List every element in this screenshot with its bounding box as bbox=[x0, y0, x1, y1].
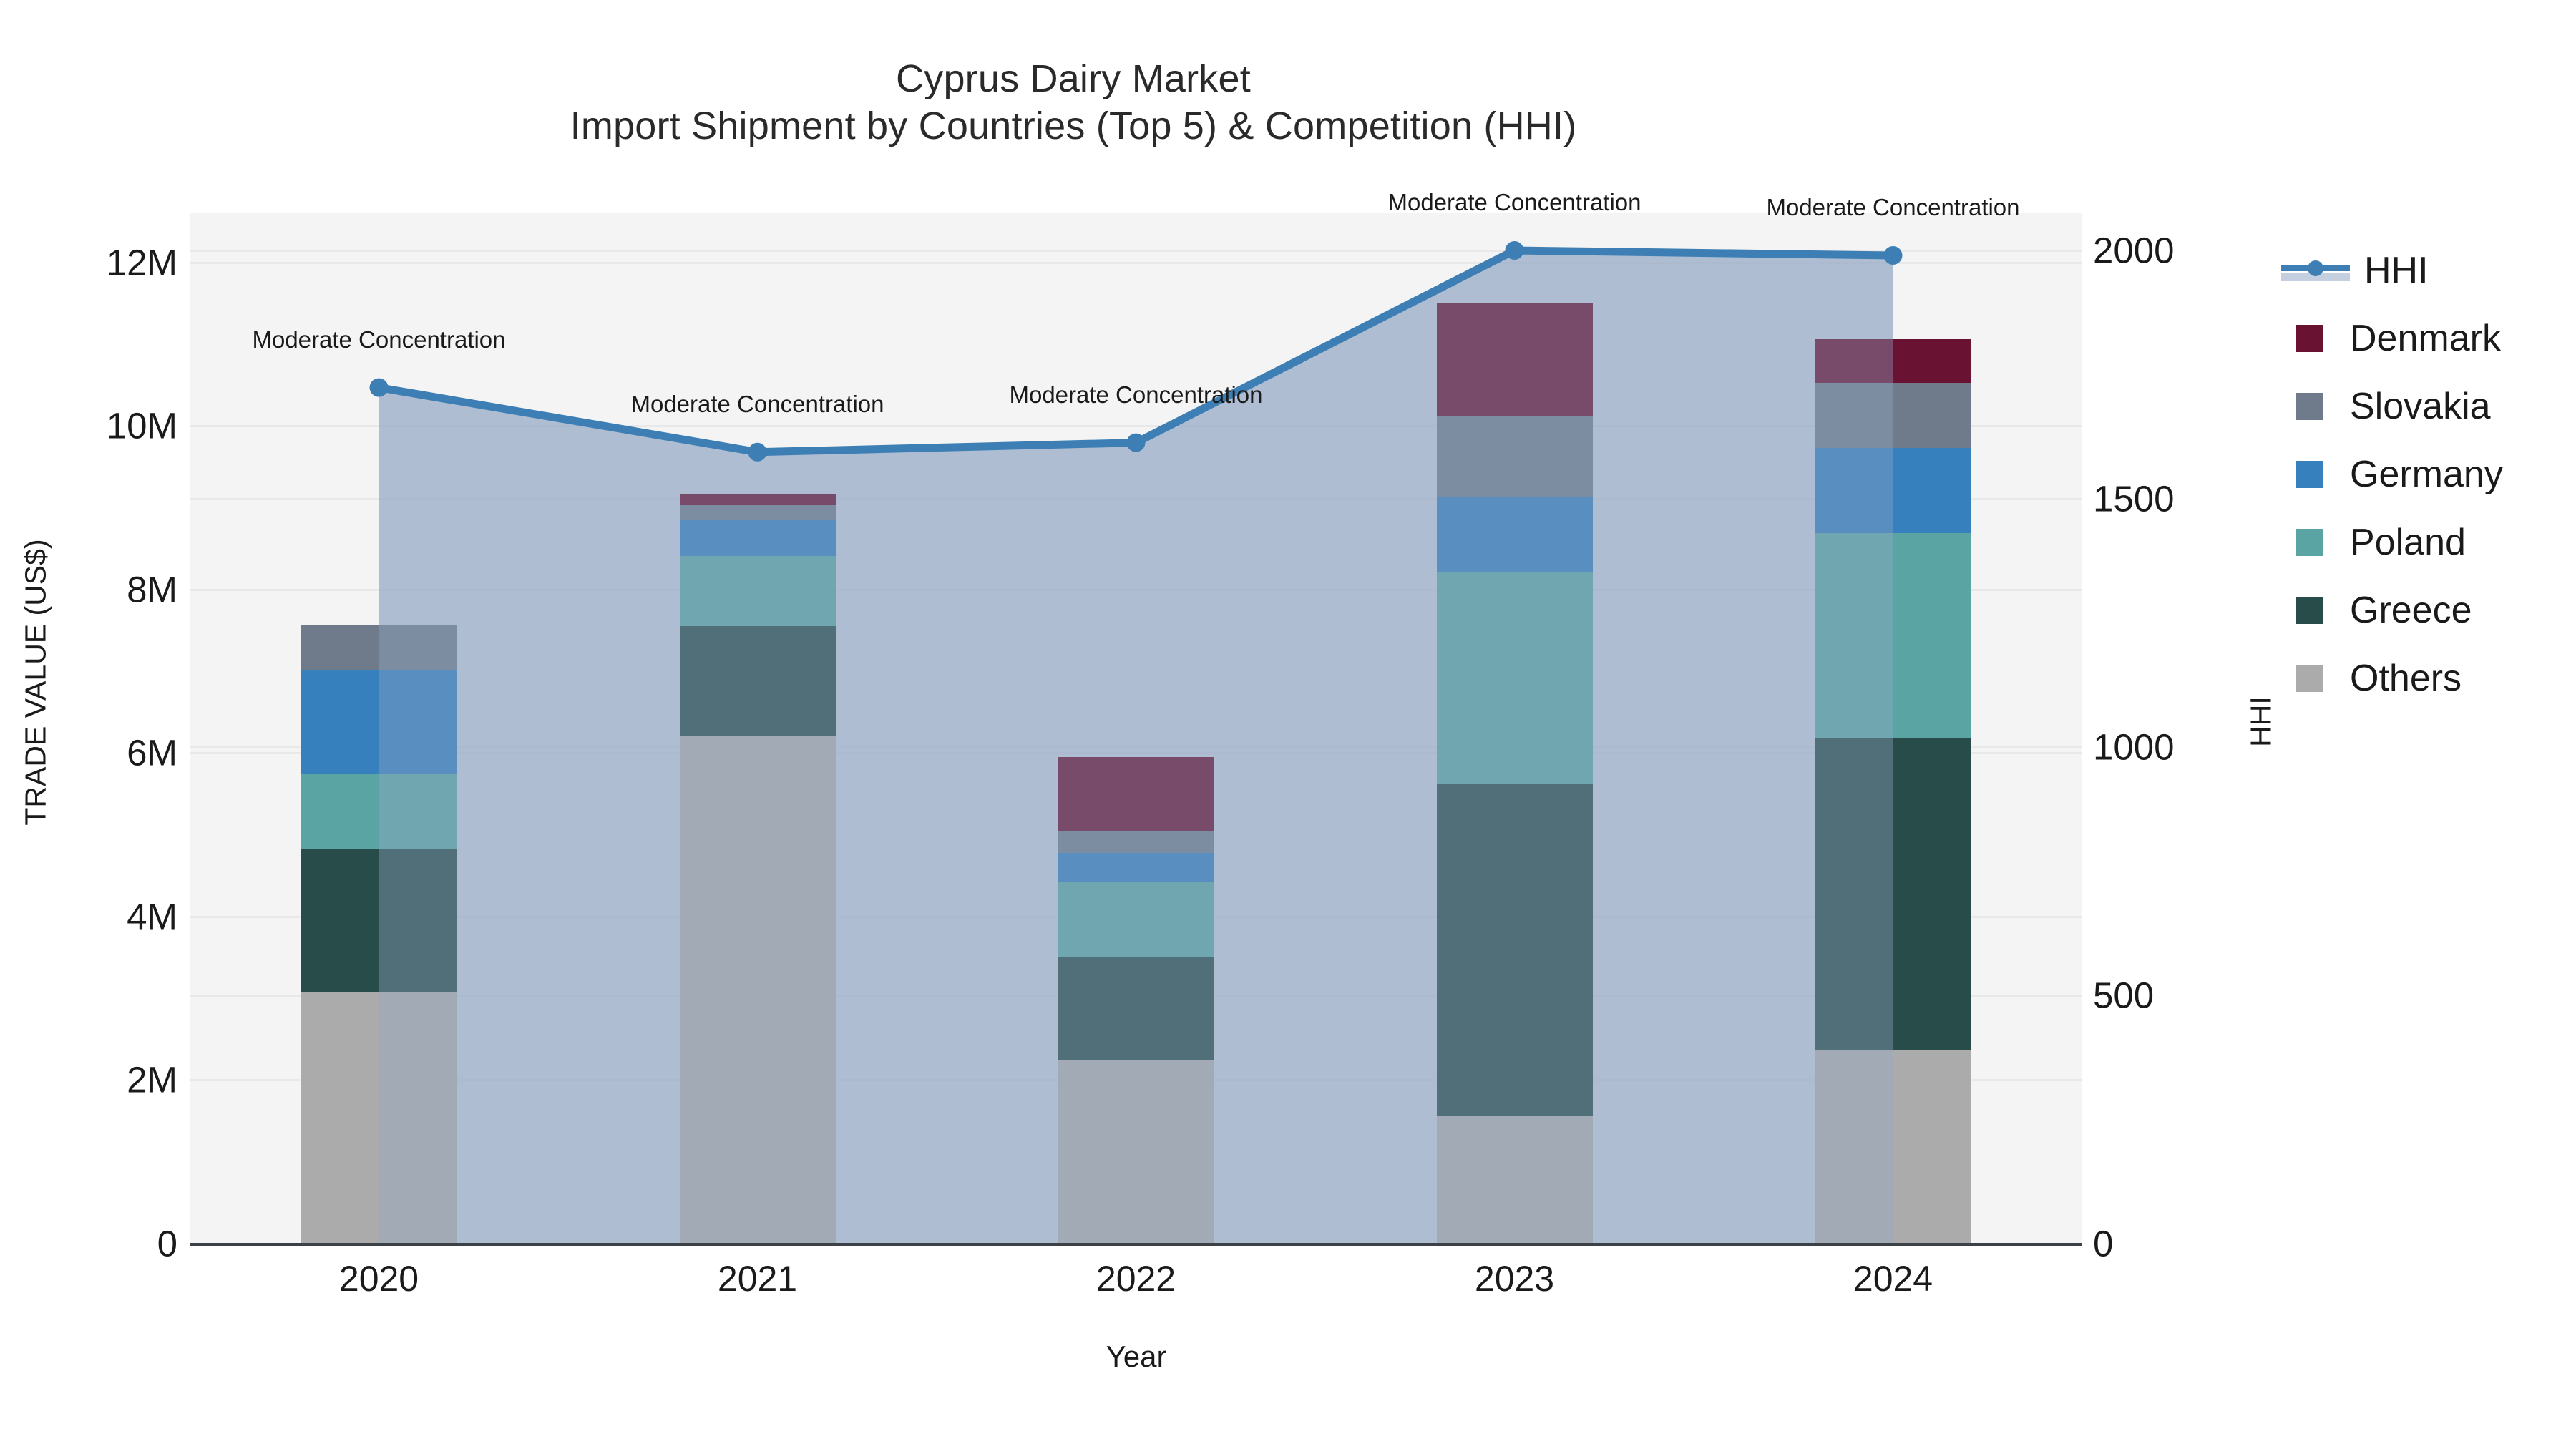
y-tick-right-1500: 1500 bbox=[2093, 478, 2175, 519]
bar-segment-2022-germany[interactable] bbox=[1058, 853, 1214, 882]
x-tick-2022: 2022 bbox=[1096, 1259, 1176, 1299]
hhi-area-overlay bbox=[369, 241, 1903, 1244]
bar-segment-2024-germany[interactable] bbox=[1815, 448, 1971, 534]
bar-segment-2020-others[interactable] bbox=[301, 992, 457, 1244]
legend-label-denmark: Denmark bbox=[2350, 317, 2501, 359]
y-tick-right-1000: 1000 bbox=[2093, 726, 2175, 768]
bar-segment-2020-greece[interactable] bbox=[301, 849, 457, 992]
legend-label-slovakia: Slovakia bbox=[2350, 385, 2491, 427]
gridline-left-6 bbox=[190, 261, 2082, 264]
chart-title-line-1: Cyprus Dairy Market bbox=[896, 57, 1251, 100]
bar-segment-2024-denmark[interactable] bbox=[1815, 339, 1971, 383]
bar-segment-2024-slovakia[interactable] bbox=[1815, 382, 1971, 448]
legend-swatch-germany bbox=[2296, 460, 2323, 488]
y-tick-left-2M: 2M bbox=[127, 1059, 177, 1101]
legend-label-poland: Poland bbox=[2350, 521, 2466, 563]
bar-segment-2024-poland[interactable] bbox=[1815, 533, 1971, 738]
x-axis-line bbox=[190, 1243, 2082, 1246]
bar-segment-2023-denmark[interactable] bbox=[1436, 303, 1593, 416]
y-tick-left-0: 0 bbox=[157, 1223, 177, 1264]
hhi-area-fill-overlay bbox=[379, 250, 1893, 1244]
y-tick-left-10M: 10M bbox=[106, 405, 177, 447]
bar-segment-2024-others[interactable] bbox=[1815, 1049, 1971, 1244]
bar-segment-2024-greece[interactable] bbox=[1815, 738, 1971, 1050]
hhi-marker-2020[interactable] bbox=[369, 378, 389, 397]
y-tick-right-2000: 2000 bbox=[2093, 230, 2175, 271]
bar-2024[interactable] bbox=[1815, 339, 1971, 1244]
legend-label-greece: Greece bbox=[2350, 589, 2472, 631]
hhi-marker-2021[interactable] bbox=[748, 442, 767, 462]
bar-segment-2021-others[interactable] bbox=[679, 735, 836, 1244]
bar-segment-2022-slovakia[interactable] bbox=[1058, 830, 1214, 854]
legend-item-hhi[interactable]: HHI bbox=[2281, 236, 2567, 304]
bar-segment-2021-slovakia[interactable] bbox=[679, 505, 836, 521]
hhi-annotation-2022: Moderate Concentration bbox=[1009, 381, 1263, 408]
hhi-marker-2024[interactable] bbox=[1883, 245, 1903, 265]
legend-line-icon bbox=[2281, 257, 2350, 284]
bar-segment-2021-greece[interactable] bbox=[679, 626, 836, 736]
hhi-marker-2022[interactable] bbox=[1126, 433, 1146, 452]
legend-swatch-greece bbox=[2296, 596, 2323, 624]
plot-inner bbox=[190, 213, 2082, 1244]
plot-area bbox=[190, 213, 2082, 1244]
x-tick-2023: 2023 bbox=[1474, 1259, 1555, 1299]
bar-segment-2023-slovakia[interactable] bbox=[1436, 415, 1593, 497]
bar-segment-2020-slovakia[interactable] bbox=[301, 624, 457, 670]
legend-item-others[interactable]: Others bbox=[2281, 644, 2567, 712]
bar-2021[interactable] bbox=[679, 494, 836, 1244]
bar-segment-2023-poland[interactable] bbox=[1436, 572, 1593, 784]
bar-segment-2021-germany[interactable] bbox=[679, 520, 836, 556]
bar-2022[interactable] bbox=[1058, 757, 1214, 1244]
hhi-annotation-2024: Moderate Concentration bbox=[1766, 193, 2020, 220]
hhi-annotation-2020: Moderate Concentration bbox=[252, 326, 506, 353]
bar-segment-2023-greece[interactable] bbox=[1436, 783, 1593, 1117]
legend-item-poland[interactable]: Poland bbox=[2281, 508, 2567, 576]
x-axis-label: Year bbox=[1106, 1340, 1167, 1373]
legend-swatch-poland bbox=[2296, 528, 2323, 556]
bar-segment-2023-others[interactable] bbox=[1436, 1116, 1593, 1244]
legend-swatch-slovakia bbox=[2296, 392, 2323, 420]
page-title: Cyprus Dairy Market Import Shipment by C… bbox=[0, 56, 2147, 150]
gridline-left-5 bbox=[190, 425, 2082, 428]
legend-swatch-denmark bbox=[2296, 324, 2323, 352]
y-tick-left-12M: 12M bbox=[106, 242, 177, 283]
y-axis-label-right: HHI bbox=[2244, 696, 2278, 747]
bar-segment-2022-poland[interactable] bbox=[1058, 881, 1214, 957]
y-tick-left-4M: 4M bbox=[127, 896, 177, 937]
x-tick-2024: 2024 bbox=[1853, 1259, 1933, 1299]
bar-segment-2020-poland[interactable] bbox=[301, 774, 457, 849]
legend-item-greece[interactable]: Greece bbox=[2281, 576, 2567, 644]
y-tick-left-6M: 6M bbox=[127, 732, 177, 774]
legend-item-denmark[interactable]: Denmark bbox=[2281, 304, 2567, 372]
bar-segment-2022-greece[interactable] bbox=[1058, 957, 1214, 1060]
bar-segment-2021-denmark[interactable] bbox=[679, 494, 836, 505]
bar-segment-2020-germany[interactable] bbox=[301, 669, 457, 774]
legend-item-slovakia[interactable]: Slovakia bbox=[2281, 372, 2567, 440]
y-tick-right-500: 500 bbox=[2093, 975, 2155, 1016]
legend-label-hhi: HHI bbox=[2364, 249, 2429, 291]
bar-segment-2022-denmark[interactable] bbox=[1058, 757, 1214, 831]
y-tick-right-0: 0 bbox=[2093, 1223, 2114, 1264]
bar-2023[interactable] bbox=[1436, 303, 1593, 1244]
hhi-annotation-2023: Moderate Concentration bbox=[1387, 189, 1641, 216]
hhi-annotation-2021: Moderate Concentration bbox=[630, 390, 884, 417]
bar-segment-2022-others[interactable] bbox=[1058, 1059, 1214, 1244]
bar-segment-2021-poland[interactable] bbox=[679, 555, 836, 627]
bar-segment-2023-germany[interactable] bbox=[1436, 497, 1593, 572]
hhi-marker-2023[interactable] bbox=[1505, 241, 1524, 260]
legend-item-germany[interactable]: Germany bbox=[2281, 440, 2567, 508]
bar-2020[interactable] bbox=[301, 624, 457, 1244]
x-tick-2021: 2021 bbox=[717, 1259, 798, 1299]
gridline-right-3 bbox=[190, 250, 2082, 253]
x-tick-2020: 2020 bbox=[338, 1259, 419, 1299]
legend-swatch-others bbox=[2296, 664, 2323, 692]
legend-label-germany: Germany bbox=[2350, 453, 2503, 495]
y-tick-left-8M: 8M bbox=[127, 569, 177, 610]
y-axis-label-left: TRADE VALUE (US$) bbox=[19, 539, 52, 826]
legend: HHI Denmark Slovakia Germany Poland Greece Oth… bbox=[2281, 236, 2567, 712]
legend-label-others: Others bbox=[2350, 657, 2462, 699]
chart-title-line-2: Import Shipment by Countries (Top 5) & C… bbox=[570, 104, 1577, 147]
